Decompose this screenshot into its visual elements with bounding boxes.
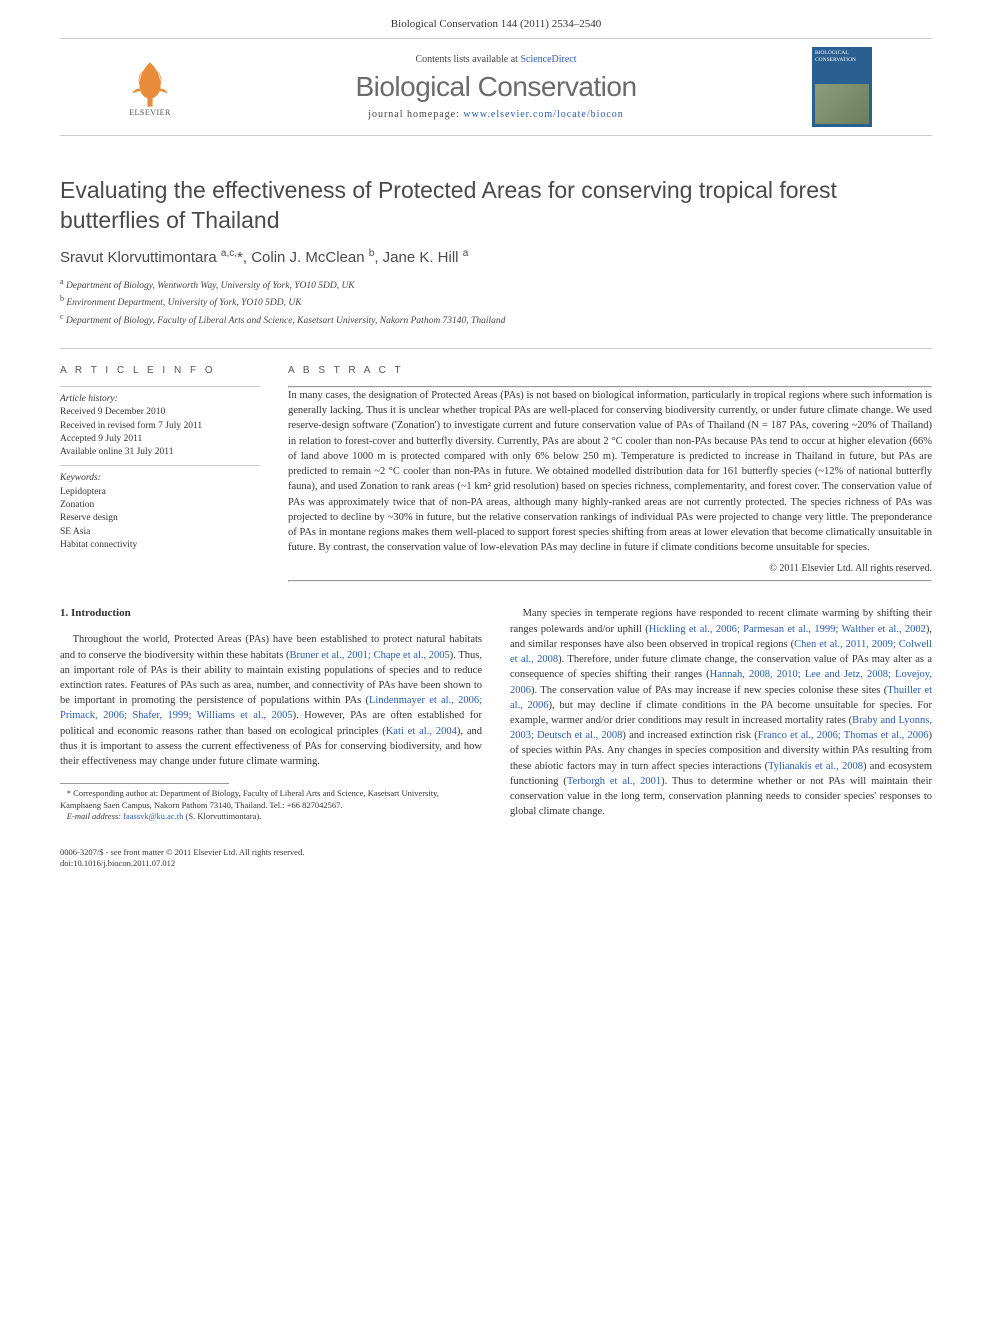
citation-header: Biological Conservation 144 (2011) 2534–… bbox=[0, 0, 992, 38]
abstract-column: A B S T R A C T In many cases, the desig… bbox=[288, 365, 932, 582]
footer-doi: doi:10.1016/j.biocon.2011.07.012 bbox=[60, 858, 932, 869]
affiliation-line: b Environment Department, University of … bbox=[60, 293, 932, 310]
abstract-bottom-rule bbox=[288, 580, 932, 582]
history-label: Article history: bbox=[60, 393, 260, 406]
footer-copyright: 0006-3207/$ - see front matter © 2011 El… bbox=[60, 847, 932, 858]
keyword-line: Habitat connectivity bbox=[60, 539, 260, 552]
article-info-heading: A R T I C L E I N F O bbox=[60, 365, 260, 376]
keyword-line: SE Asia bbox=[60, 526, 260, 539]
journal-center-block: Contents lists available at ScienceDirec… bbox=[180, 54, 812, 120]
journal-banner: ELSEVIER Contents lists available at Sci… bbox=[60, 38, 932, 136]
keywords-label: Keywords: bbox=[60, 472, 260, 485]
history-line: Received 9 December 2010 bbox=[60, 406, 260, 419]
info-rule bbox=[60, 465, 260, 466]
affiliation-line: c Department of Biology, Faculty of Libe… bbox=[60, 311, 932, 328]
section-heading-intro: 1. Introduction bbox=[60, 606, 482, 622]
body-paragraph: Many species in temperate regions have r… bbox=[510, 606, 932, 819]
article-title: Evaluating the effectiveness of Protecte… bbox=[60, 176, 932, 236]
elsevier-tree-icon bbox=[125, 58, 175, 108]
journal-name: Biological Conservation bbox=[180, 71, 812, 103]
page-footer: 0006-3207/$ - see front matter © 2011 El… bbox=[60, 847, 932, 869]
citation-text: Biological Conservation 144 (2011) 2534–… bbox=[391, 18, 601, 30]
article-history-block: Article history: Received 9 December 201… bbox=[60, 393, 260, 459]
journal-cover-thumbnail: BIOLOGICAL CONSERVATION bbox=[812, 47, 872, 127]
affiliations-block: a Department of Biology, Wentworth Way, … bbox=[60, 276, 932, 328]
keyword-line: Reserve design bbox=[60, 512, 260, 525]
body-paragraph: Throughout the world, Protected Areas (P… bbox=[60, 632, 482, 769]
keyword-line: Zonation bbox=[60, 499, 260, 512]
elsevier-label: ELSEVIER bbox=[129, 108, 171, 117]
homepage-link[interactable]: www.elsevier.com/locate/biocon bbox=[463, 109, 623, 120]
history-line: Accepted 9 July 2011 bbox=[60, 433, 260, 446]
abstract-copyright: © 2011 Elsevier Ltd. All rights reserved… bbox=[288, 563, 932, 574]
email-footnote: E-mail address: faassvk@ku.ac.th (S. Klo… bbox=[60, 811, 482, 822]
sciencedirect-link[interactable]: ScienceDirect bbox=[520, 54, 576, 65]
abstract-heading: A B S T R A C T bbox=[288, 365, 932, 376]
contents-line: Contents lists available at ScienceDirec… bbox=[180, 54, 812, 65]
affiliation-line: a Department of Biology, Wentworth Way, … bbox=[60, 276, 932, 293]
corresponding-author-footnote: * Corresponding author at: Department of… bbox=[60, 788, 482, 811]
cover-image-placeholder bbox=[815, 84, 869, 124]
keyword-line: Lepidoptera bbox=[60, 486, 260, 499]
body-left-column: 1. Introduction Throughout the world, Pr… bbox=[60, 606, 482, 822]
article-info-column: A R T I C L E I N F O Article history: R… bbox=[60, 365, 260, 582]
info-rule bbox=[60, 386, 260, 387]
authors-line: Sravut Klorvuttimontara a,c,*, Colin J. … bbox=[60, 248, 932, 266]
footnote-separator bbox=[60, 783, 229, 784]
body-right-column: Many species in temperate regions have r… bbox=[510, 606, 932, 822]
email-link[interactable]: faassvk@ku.ac.th bbox=[123, 811, 183, 821]
homepage-line: journal homepage: www.elsevier.com/locat… bbox=[180, 109, 812, 120]
info-abstract-row: A R T I C L E I N F O Article history: R… bbox=[60, 348, 932, 582]
elsevier-logo: ELSEVIER bbox=[120, 52, 180, 122]
keywords-block: Keywords: LepidopteraZonationReserve des… bbox=[60, 472, 260, 552]
history-line: Available online 31 July 2011 bbox=[60, 446, 260, 459]
body-two-column: 1. Introduction Throughout the world, Pr… bbox=[60, 606, 932, 822]
abstract-text: In many cases, the designation of Protec… bbox=[288, 388, 932, 555]
history-line: Received in revised form 7 July 2011 bbox=[60, 420, 260, 433]
